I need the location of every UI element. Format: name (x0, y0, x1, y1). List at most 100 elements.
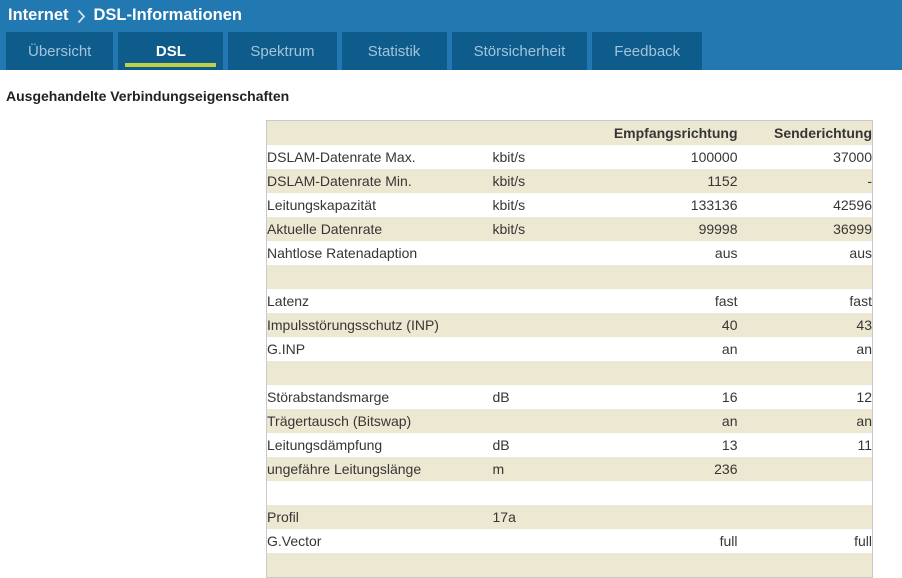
row-label (267, 361, 493, 385)
row-label: Nahtlose Ratenadaption (267, 245, 418, 261)
row-rx-value: 13 (721, 437, 738, 453)
breadcrumb: Internet DSL-Informationen (0, 0, 902, 26)
table-spacer-row (266, 265, 873, 289)
row-tx-value: an (856, 413, 872, 429)
table-spacer-row (266, 553, 873, 577)
row-unit: dB (492, 389, 510, 405)
tab-label: Übersicht (28, 42, 92, 60)
row-rx-value: 236 (714, 461, 738, 477)
row-rx-value (603, 265, 738, 289)
table-row: DSLAM-Datenrate Min. kbit/s 1152 - (266, 169, 873, 193)
row-rx-value: fast (714, 293, 738, 309)
row-label: DSLAM-Datenrate Min. (267, 173, 412, 189)
row-label: Leitungskapazität (267, 197, 376, 213)
tab-feedback[interactable]: Feedback (592, 32, 703, 70)
row-label: Latenz (267, 293, 310, 309)
table-spacer-row (266, 361, 873, 385)
row-rx-value: 99998 (698, 221, 738, 237)
row-rx-value: 16 (721, 389, 738, 405)
row-label: DSLAM-Datenrate Max. (267, 149, 416, 165)
row-rx-value (603, 553, 738, 577)
table-row: G.INP an an (267, 337, 873, 361)
tab-bar: Übersicht DSL Spektrum Statistik Störsic… (6, 32, 703, 70)
tab-spektrum[interactable]: Spektrum (228, 32, 337, 70)
table-spacer-row (267, 481, 873, 505)
row-tx-value (738, 505, 873, 529)
table-row: Trägertausch (Bitswap) an an (266, 409, 873, 433)
row-rx-value: 133136 (690, 197, 738, 213)
row-label: ungefähre Leitungslänge (267, 461, 422, 477)
row-tx-value: fast (849, 293, 872, 309)
row-label: Trägertausch (Bitswap) (267, 413, 412, 429)
row-label (267, 265, 493, 289)
col-header-empfangsrichtung: Empfangsrichtung (613, 125, 738, 141)
row-label (267, 481, 493, 505)
tab-uebersicht[interactable]: Übersicht (6, 32, 114, 70)
row-rx-value: an (721, 341, 738, 357)
row-rx-value (603, 505, 738, 529)
row-tx-value: an (856, 341, 872, 357)
row-rx-value: full (719, 533, 738, 549)
row-rx-value: 40 (721, 317, 738, 333)
row-unit (493, 553, 603, 577)
row-tx-value (738, 361, 873, 385)
breadcrumb-page-title: DSL-Informationen (93, 6, 243, 24)
connection-properties-table: Empfangsrichtung Senderichtung DSLAM-Dat… (266, 120, 873, 578)
row-label (267, 553, 493, 577)
row-rx-value: an (721, 413, 738, 429)
tab-stoersicherheit[interactable]: Störsicherheit (451, 32, 588, 70)
row-label: Leitungsdämpfung (267, 437, 383, 453)
tab-label: Spektrum (250, 42, 315, 60)
row-label: Profil (267, 509, 299, 525)
tab-statistik[interactable]: Statistik (341, 32, 447, 70)
row-tx-value: - (867, 173, 872, 189)
col-header-unit-empty (493, 121, 603, 146)
row-rx-value (603, 361, 738, 385)
row-tx-value: 37000 (833, 149, 872, 165)
row-unit: dB (492, 437, 510, 453)
row-tx-value: full (854, 533, 872, 549)
col-header-label-empty (267, 121, 493, 146)
row-unit: kbit/s (492, 197, 526, 213)
row-tx-value (738, 265, 873, 289)
row-tx-value: 42596 (833, 197, 872, 213)
table-row: Nahtlose Ratenadaption aus aus (267, 241, 873, 265)
row-rx-value (603, 481, 738, 505)
tab-dsl[interactable]: DSL (118, 32, 224, 70)
breadcrumb-section-internet[interactable]: Internet (8, 6, 69, 24)
row-label: Störabstandsmarge (267, 389, 390, 405)
row-tx-value (738, 457, 873, 481)
row-rx-value: aus (714, 245, 738, 261)
row-rx-value: 100000 (690, 149, 738, 165)
table-row: DSLAM-Datenrate Max. kbit/s 100000 37000 (267, 145, 873, 169)
table-row: Aktuelle Datenrate kbit/s 99998 36999 (266, 217, 873, 241)
table-row: Impulsstörungsschutz (INP) 40 43 (266, 313, 873, 337)
table-row: Profil 17a (266, 505, 873, 529)
row-unit: m (492, 461, 505, 477)
row-unit (493, 409, 603, 433)
table-header-row: Empfangsrichtung Senderichtung (266, 120, 873, 146)
row-label: Aktuelle Datenrate (267, 221, 383, 237)
row-unit: kbit/s (492, 221, 526, 237)
row-tx-value (738, 553, 873, 577)
breadcrumb-chevron-icon (77, 9, 86, 24)
row-tx-value (738, 481, 873, 505)
row-unit: kbit/s (492, 149, 526, 165)
row-unit (493, 481, 603, 505)
app-header: Internet DSL-Informationen Übersicht DSL… (0, 0, 902, 70)
tab-label: Störsicherheit (473, 42, 566, 60)
row-tx-value: 11 (857, 437, 872, 453)
row-tx-value: 36999 (833, 221, 872, 237)
table-row: Störabstandsmarge dB 16 12 (267, 385, 873, 409)
table-row: Latenz fast fast (267, 289, 873, 313)
tab-label: DSL (155, 42, 186, 60)
row-tx-value: aus (849, 245, 872, 261)
table-row: Leitungskapazität kbit/s 133136 42596 (267, 193, 873, 217)
table-row: Leitungsdämpfung dB 13 11 (267, 433, 873, 457)
row-unit (493, 289, 603, 313)
table-row: G.Vector full full (267, 529, 873, 553)
row-label: G.Vector (267, 533, 322, 549)
row-unit (493, 313, 603, 337)
tab-label: Statistik (367, 42, 421, 60)
tab-label: Feedback (614, 42, 681, 60)
